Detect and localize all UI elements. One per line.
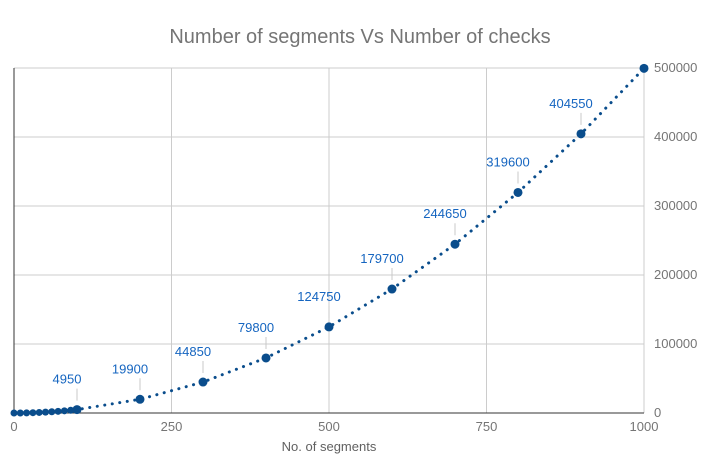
x-tick-label: 0 — [10, 419, 17, 434]
point-annotation: 179700 — [360, 251, 403, 266]
data-point[interactable] — [16, 409, 24, 417]
data-point[interactable] — [42, 408, 49, 416]
data-point[interactable] — [10, 409, 18, 417]
data-point[interactable] — [576, 129, 586, 139]
data-point[interactable] — [324, 322, 334, 332]
point-annotation: 244650 — [423, 206, 466, 221]
y-tick-label: 0 — [654, 405, 661, 420]
data-point[interactable] — [23, 409, 31, 417]
y-tick-label: 200000 — [654, 267, 697, 282]
point-annotation: 79800 — [238, 320, 274, 335]
data-point[interactable] — [67, 406, 75, 414]
x-tick-label: 500 — [318, 419, 340, 434]
x-tick-label: 1000 — [630, 419, 659, 434]
point-annotation: 44850 — [175, 344, 211, 359]
data-point[interactable] — [29, 409, 37, 417]
data-point[interactable] — [48, 408, 56, 416]
chart-title: Number of segments Vs Number of checks — [169, 26, 551, 48]
y-tick-label: 500000 — [654, 60, 697, 75]
data-point[interactable] — [639, 63, 649, 73]
data-point[interactable] — [35, 408, 43, 416]
data-point[interactable] — [60, 407, 68, 415]
data-point[interactable] — [261, 353, 271, 363]
y-tick-label: 400000 — [654, 129, 697, 144]
point-annotation: 19900 — [112, 361, 148, 376]
y-tick-label: 100000 — [654, 336, 697, 351]
y-tick-label: 300000 — [654, 198, 697, 213]
data-point[interactable] — [54, 407, 62, 415]
data-point[interactable] — [513, 187, 523, 197]
point-annotation: 319600 — [486, 154, 529, 169]
data-point[interactable] — [450, 239, 460, 249]
point-annotation: 4950 — [53, 372, 82, 387]
data-point[interactable] — [387, 284, 397, 294]
x-tick-label: 750 — [476, 419, 498, 434]
data-point[interactable] — [135, 394, 145, 404]
data-point[interactable] — [72, 405, 82, 415]
point-annotation: 404550 — [549, 96, 592, 111]
point-annotation: 124750 — [297, 289, 340, 304]
x-axis-title: No. of segments — [281, 439, 377, 454]
data-point[interactable] — [198, 377, 208, 387]
x-tick-label: 250 — [161, 419, 183, 434]
